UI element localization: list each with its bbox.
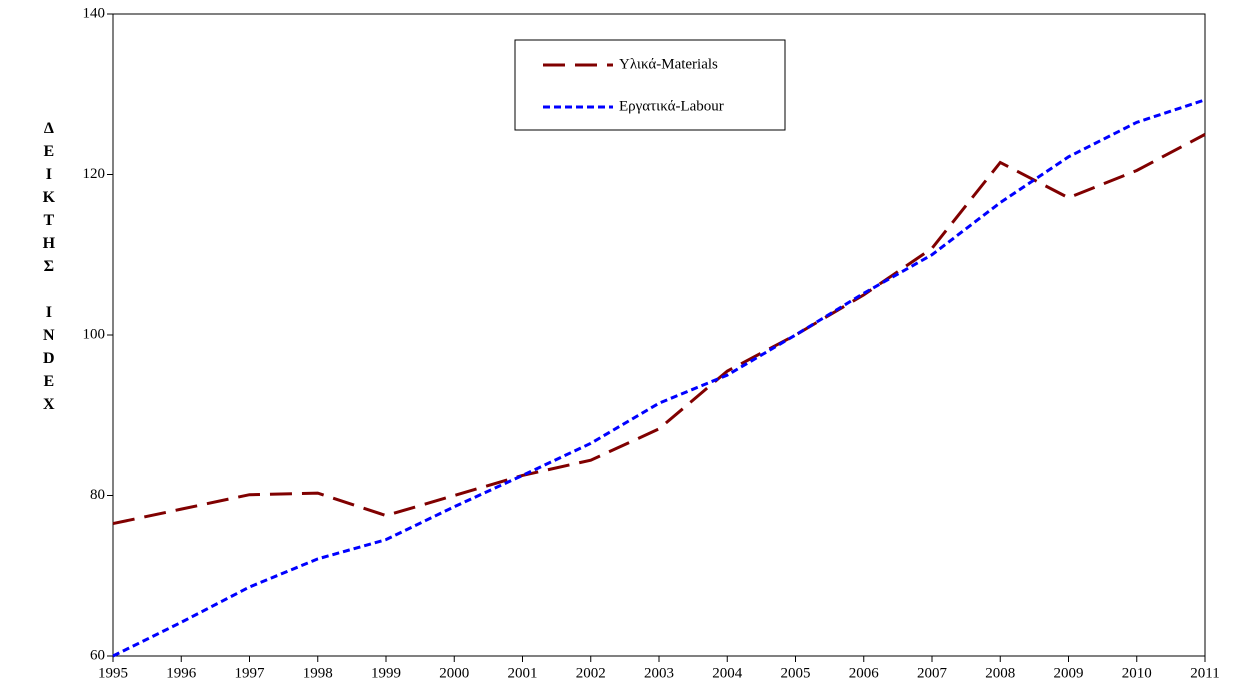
x-tick-label: 2001 xyxy=(508,665,538,681)
data-line xyxy=(112,98,1206,658)
x-tick-label: 1998 xyxy=(303,665,333,681)
x-tick-label: 2000 xyxy=(439,665,469,681)
data-line xyxy=(112,133,1206,526)
x-tick-label: 2002 xyxy=(576,665,606,681)
x-tick-label: 2005 xyxy=(781,665,811,681)
y-tick-label: 60 xyxy=(90,647,105,663)
x-tick-label: 1999 xyxy=(371,665,401,681)
y-tick-label: 100 xyxy=(83,326,106,342)
y-tick-label: 80 xyxy=(90,487,105,503)
legend-label: Υλικά-Materials xyxy=(619,56,718,72)
x-tick-label: 1996 xyxy=(166,665,197,681)
x-tick-label: 2009 xyxy=(1054,665,1084,681)
y-tick-label: 140 xyxy=(83,5,106,21)
legend-label: Εργατικά-Labour xyxy=(619,98,724,114)
x-tick-label: 2004 xyxy=(712,665,743,681)
x-tick-label: 2003 xyxy=(644,665,674,681)
x-tick-label: 1995 xyxy=(98,665,128,681)
x-tick-label: 2007 xyxy=(917,665,948,681)
y-tick-label: 120 xyxy=(83,166,106,182)
y-axis-label: ΔΕΙΚΤΗΣ INDEX xyxy=(40,120,57,419)
legend-box xyxy=(514,39,786,131)
x-tick-label: 2010 xyxy=(1122,665,1152,681)
x-tick-label: 2011 xyxy=(1190,665,1219,681)
x-tick-label: 1997 xyxy=(235,665,266,681)
x-tick-label: 2006 xyxy=(849,665,880,681)
x-tick-label: 2008 xyxy=(985,665,1015,681)
